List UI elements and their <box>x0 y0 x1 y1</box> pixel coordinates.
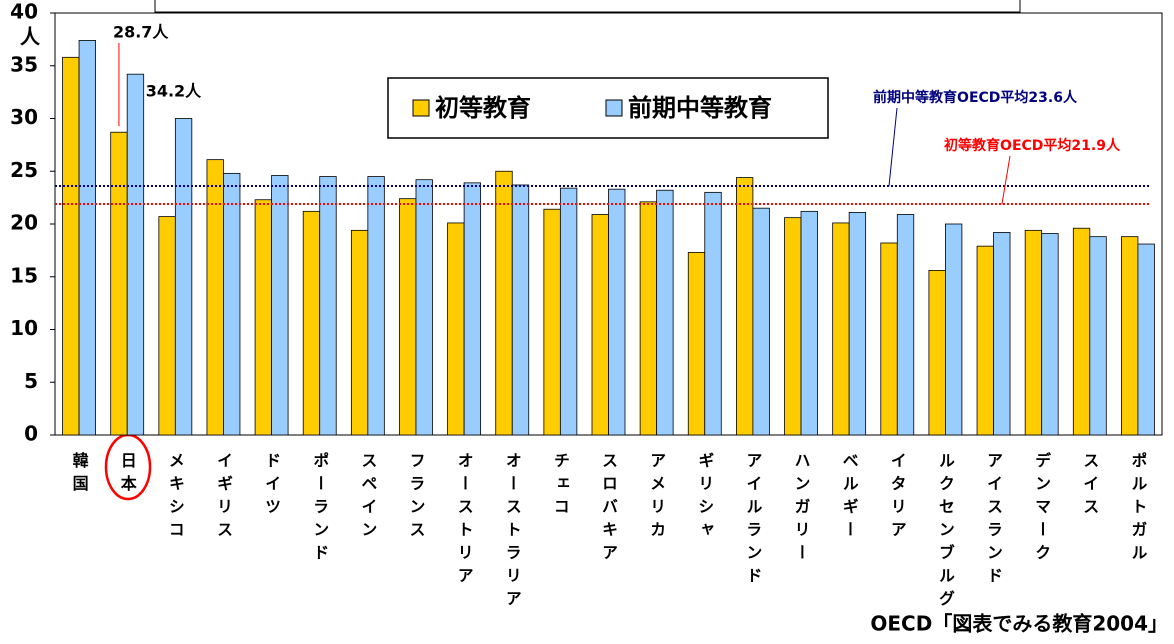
legend: 初等教育 前期中等教育 <box>387 77 829 139</box>
bar <box>735 177 754 436</box>
y-tick-label: 25 <box>10 158 38 182</box>
bar <box>1137 243 1155 436</box>
bar <box>1072 227 1091 436</box>
reference-leader <box>1001 155 1011 205</box>
bar <box>784 217 802 436</box>
y-tick-label: 0 <box>24 422 38 446</box>
bar <box>254 199 272 436</box>
reference-label: 初等教育OECD平均21.9人 <box>944 137 1121 154</box>
bar <box>656 189 674 436</box>
bar <box>158 216 176 436</box>
x-tick-label: 韓国 <box>70 451 89 498</box>
legend-swatch <box>605 99 623 117</box>
y-tick-label: 35 <box>10 52 38 76</box>
bar <box>559 187 578 436</box>
bar <box>174 118 193 436</box>
bar <box>1089 236 1107 436</box>
x-tick-label: スペイン <box>358 452 377 544</box>
y-tick-label: 30 <box>10 105 38 129</box>
x-tick-label: アイルランド <box>743 452 762 590</box>
bar <box>495 170 513 436</box>
bar <box>62 56 80 436</box>
bar <box>206 159 224 436</box>
y-unit: 人 <box>20 25 41 49</box>
y-tick-label: 20 <box>10 211 38 235</box>
x-tick-label: オーストリア <box>455 452 474 590</box>
x-tick-label: ベルギー <box>840 452 859 544</box>
reference-leader <box>888 107 898 187</box>
x-tick-label: スイス <box>1080 452 1099 521</box>
x-tick-label: ドイツ <box>262 452 281 521</box>
bar <box>832 222 850 436</box>
reference-label: 前期中等教育OECD平均23.6人 <box>873 89 1078 106</box>
bar <box>800 210 818 436</box>
title-box <box>154 0 1021 13</box>
x-tick-label: ポルトガル <box>1128 451 1147 567</box>
legend-label: 初等教育 <box>435 94 531 122</box>
x-tick-label: ハンガリー <box>792 452 811 567</box>
bar <box>848 211 867 436</box>
x-tick-label: フランス <box>406 452 425 544</box>
bar <box>591 214 609 436</box>
bar <box>928 270 946 436</box>
source: OECD「図表でみる教育2004」 <box>870 612 1168 636</box>
bar <box>687 252 706 436</box>
bar <box>367 176 385 436</box>
bar <box>976 245 994 436</box>
bar <box>350 229 369 436</box>
y-tick-label: 15 <box>10 263 38 287</box>
bar <box>415 179 433 436</box>
bar <box>511 184 530 436</box>
bar <box>1121 236 1139 436</box>
x-tick-label: ギリシャ <box>695 452 714 544</box>
bar <box>223 172 241 436</box>
x-tick-label: スロバキア <box>599 452 618 567</box>
bar <box>880 242 898 436</box>
bar <box>1041 233 1059 436</box>
bar <box>302 210 321 436</box>
bar <box>271 175 289 436</box>
bar <box>639 201 658 436</box>
y-tick-label: 10 <box>10 316 38 340</box>
bar <box>704 191 722 436</box>
x-tick-label: ポーランド <box>310 451 329 567</box>
bar <box>945 223 963 436</box>
x-tick-label: 日本 <box>118 452 137 498</box>
x-tick-label: メキシコ <box>166 452 185 544</box>
bar <box>608 188 626 436</box>
bar <box>463 182 482 436</box>
x-tick-label: オーストラリア <box>503 452 522 613</box>
bar <box>110 131 128 436</box>
x-tick-label: ルクセンブルグ <box>936 452 955 613</box>
x-tick-label: チェコ <box>551 452 570 521</box>
y-tick-label: 5 <box>24 369 38 393</box>
x-tick-label: デンマーク <box>1032 451 1051 567</box>
legend-swatch <box>412 99 430 117</box>
bar <box>896 214 915 436</box>
y-tick-label: 40 <box>10 0 38 24</box>
value-label: 34.2人 <box>146 82 202 101</box>
bar <box>447 222 465 436</box>
bar <box>1024 229 1043 436</box>
x-tick-label: アイスランド <box>984 452 1003 590</box>
bar <box>78 40 96 436</box>
bar <box>993 232 1011 436</box>
x-tick-label: アメリカ <box>647 452 666 544</box>
x-tick-label: イギリス <box>214 452 233 544</box>
legend-label: 前期中等教育 <box>628 94 772 122</box>
bar <box>399 198 417 436</box>
bar <box>543 208 561 436</box>
x-tick-label: イタリア <box>888 452 907 544</box>
bar <box>126 73 145 436</box>
value-label: 28.7人 <box>113 23 169 42</box>
bar <box>752 207 770 436</box>
bar <box>319 176 337 436</box>
